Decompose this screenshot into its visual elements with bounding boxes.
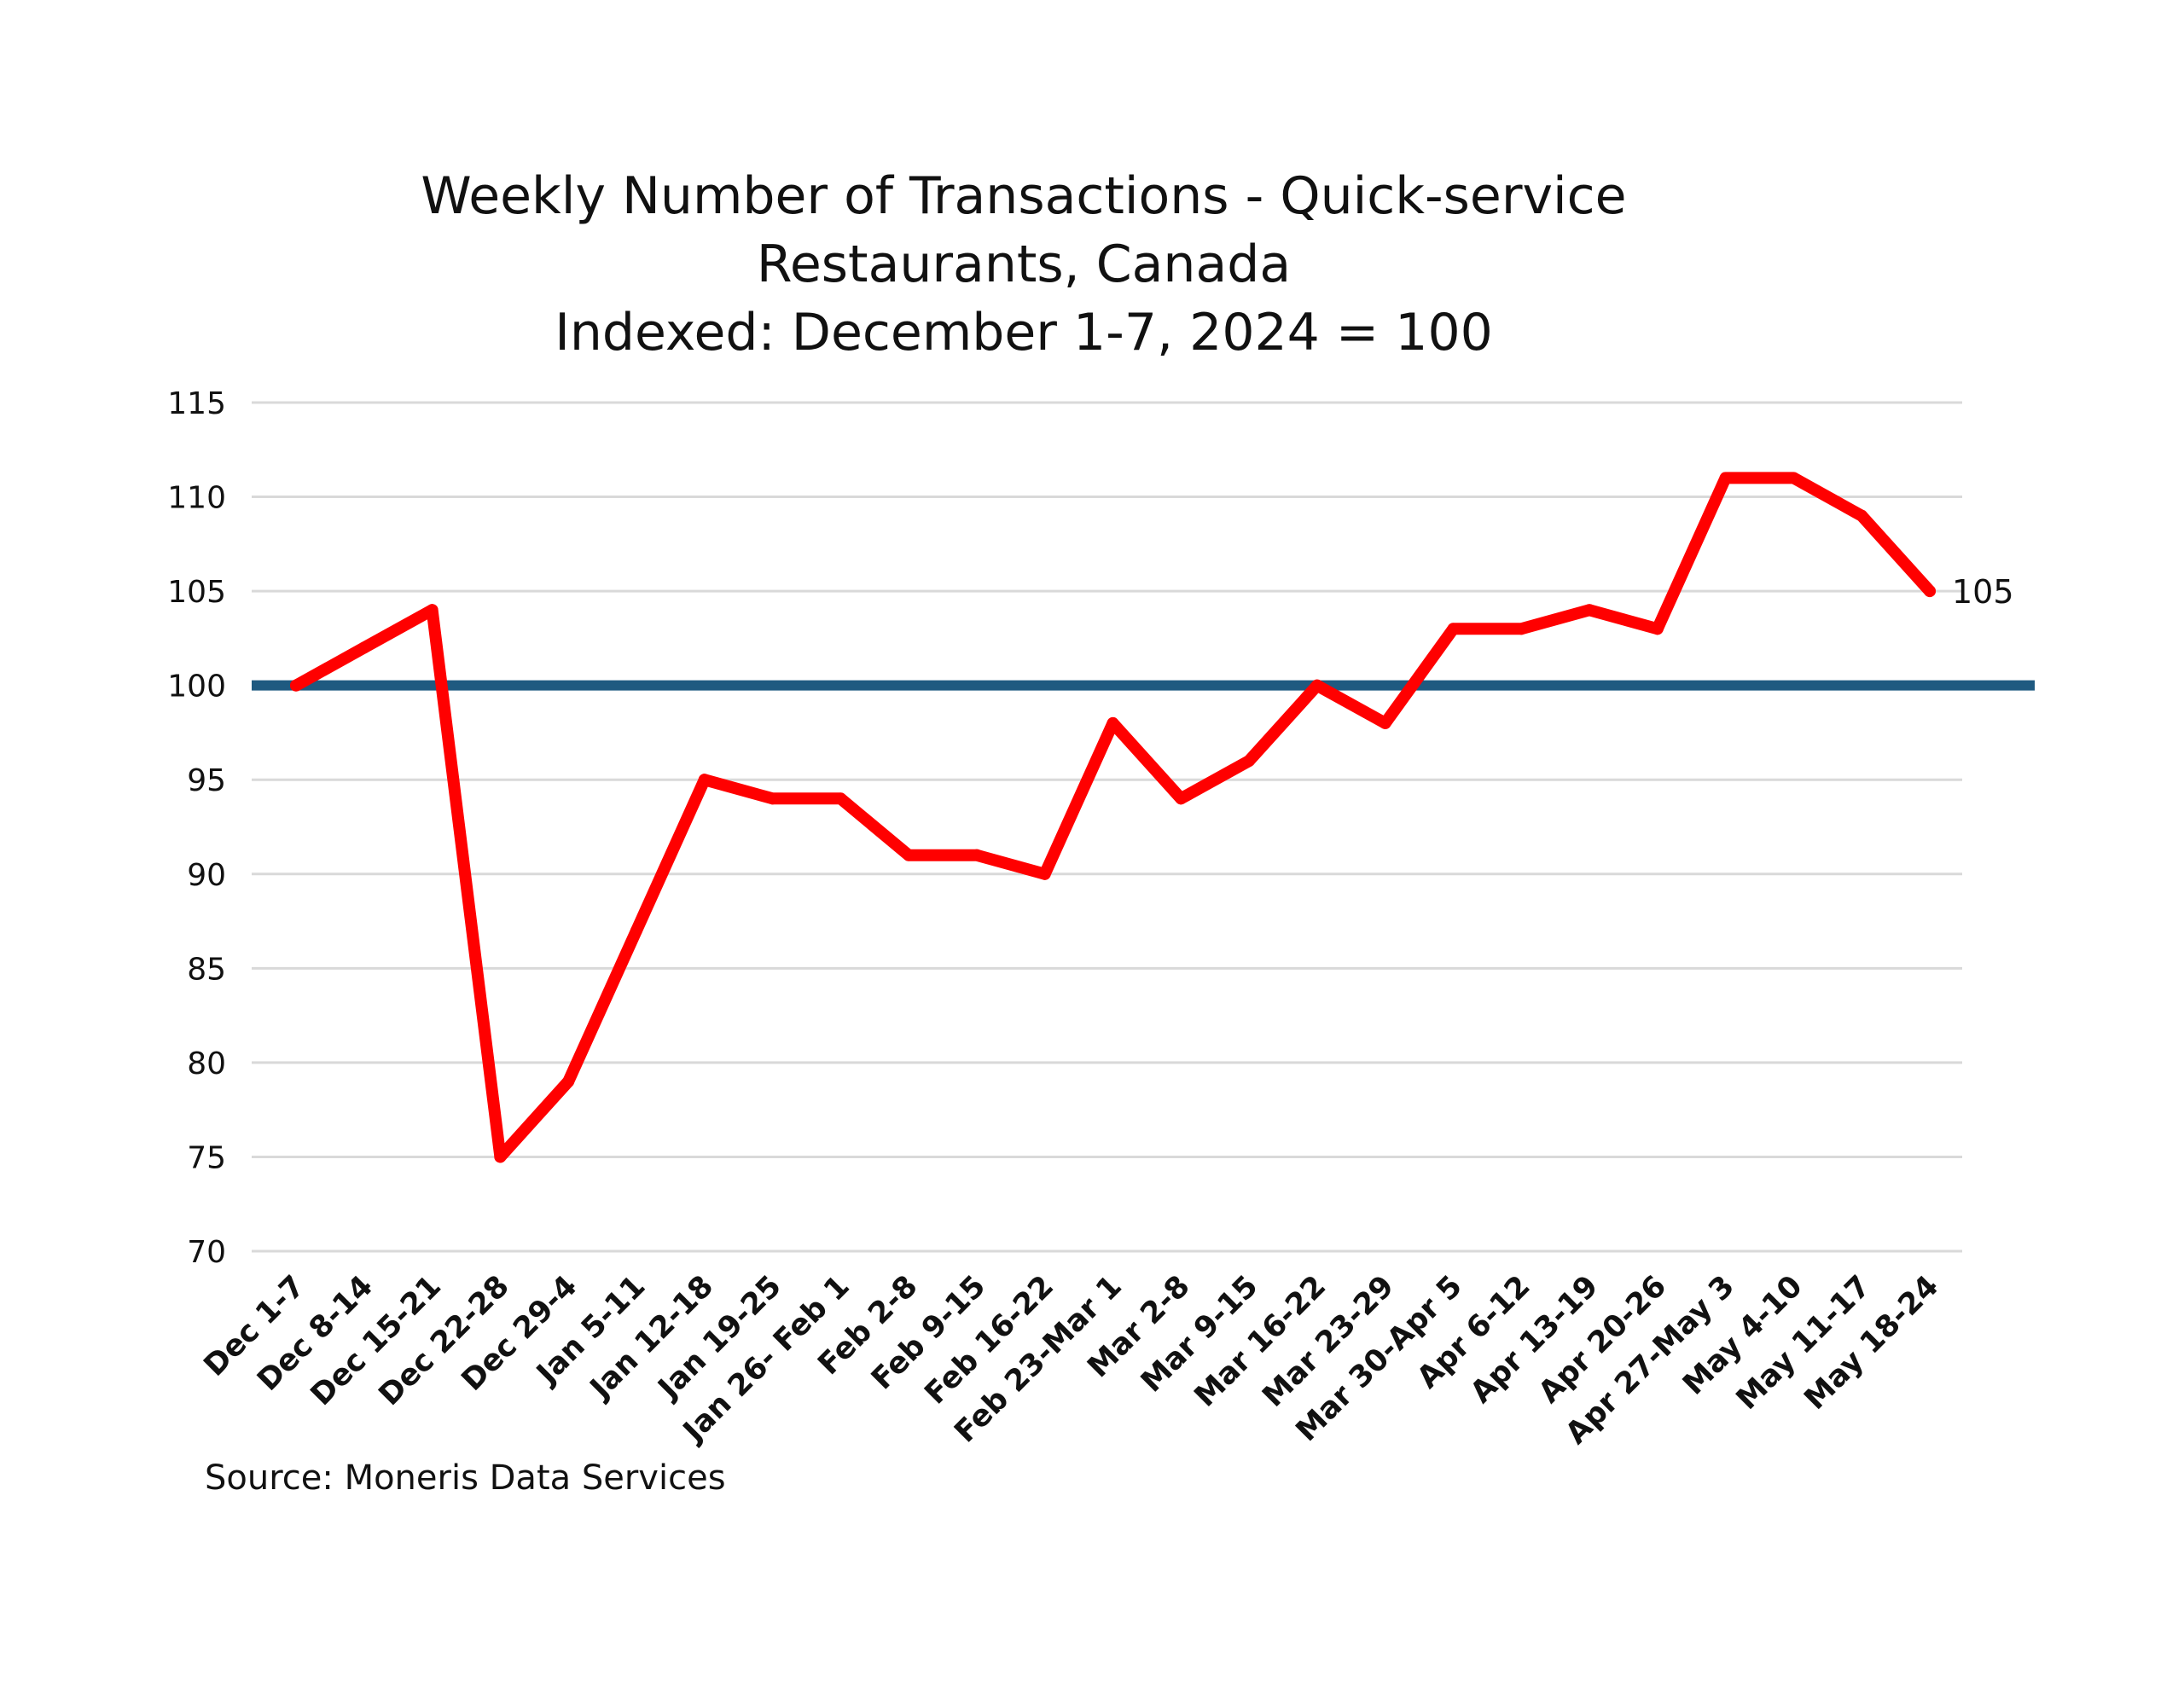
data-point-1 xyxy=(357,641,370,654)
data-point-4 xyxy=(562,1075,575,1087)
series-line-0 xyxy=(290,472,1936,1163)
source-note: Source: Moneris Data Services xyxy=(205,1458,726,1498)
end-data-label: 105 xyxy=(1952,573,2014,611)
data-point-5 xyxy=(630,925,642,937)
data-point-12 xyxy=(1107,716,1119,729)
y-tick-label-115: 115 xyxy=(167,386,226,421)
data-point-22 xyxy=(1787,472,1800,484)
data-point-20 xyxy=(1651,623,1664,635)
chart-title: Weekly Number of Transactions - Quick-se… xyxy=(256,162,1792,367)
y-tick-label-100: 100 xyxy=(167,670,226,704)
data-point-18 xyxy=(1515,623,1528,635)
y-tick-label-85: 85 xyxy=(187,952,226,987)
data-point-15 xyxy=(1310,679,1323,692)
chart-title-line-2: Restaurants, Canada xyxy=(756,235,1292,294)
data-point-19 xyxy=(1583,604,1596,617)
data-point-0 xyxy=(290,679,302,692)
y-tick-label-75: 75 xyxy=(187,1140,226,1175)
data-point-8 xyxy=(834,792,847,805)
series-group: 105 xyxy=(290,472,2014,1163)
data-point-14 xyxy=(1243,755,1256,768)
data-point-21 xyxy=(1719,472,1732,484)
data-point-6 xyxy=(698,774,711,786)
y-tick-label-95: 95 xyxy=(187,763,226,798)
y-tick-label-105: 105 xyxy=(167,575,226,610)
chart-title-line-3: Indexed: December 1-7, 2024 = 100 xyxy=(555,303,1493,362)
y-axis-ticks: 70 75 80 85 90 95 100 105 110 115 xyxy=(167,386,226,1270)
chart-title-line-1: Weekly Number of Transactions - Quick-se… xyxy=(421,166,1627,226)
data-point-11 xyxy=(1038,867,1051,880)
y-tick-label-70: 70 xyxy=(187,1235,226,1270)
y-tick-label-80: 80 xyxy=(187,1046,226,1081)
data-point-9 xyxy=(903,849,915,861)
data-point-3 xyxy=(494,1151,507,1163)
data-point-23 xyxy=(1856,509,1868,522)
y-tick-label-90: 90 xyxy=(187,858,226,893)
data-point-16 xyxy=(1379,716,1391,729)
y-tick-label-110: 110 xyxy=(167,481,226,516)
data-point-13 xyxy=(1175,792,1188,805)
gridlines xyxy=(252,401,1962,1253)
data-point-2 xyxy=(426,604,439,617)
data-point-7 xyxy=(766,792,779,805)
data-point-10 xyxy=(970,849,983,861)
data-point-24 xyxy=(1924,585,1936,598)
data-point-17 xyxy=(1447,623,1460,635)
